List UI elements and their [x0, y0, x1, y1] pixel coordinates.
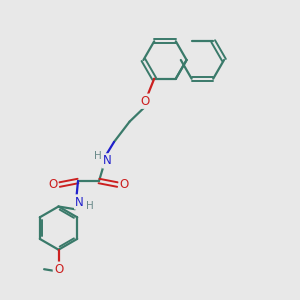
Text: H: H [85, 201, 93, 211]
Text: O: O [141, 95, 150, 108]
Text: N: N [75, 196, 84, 208]
Text: O: O [48, 178, 57, 191]
Text: H: H [94, 152, 101, 161]
Text: O: O [120, 178, 129, 191]
Text: N: N [103, 154, 112, 167]
Text: O: O [54, 263, 63, 276]
